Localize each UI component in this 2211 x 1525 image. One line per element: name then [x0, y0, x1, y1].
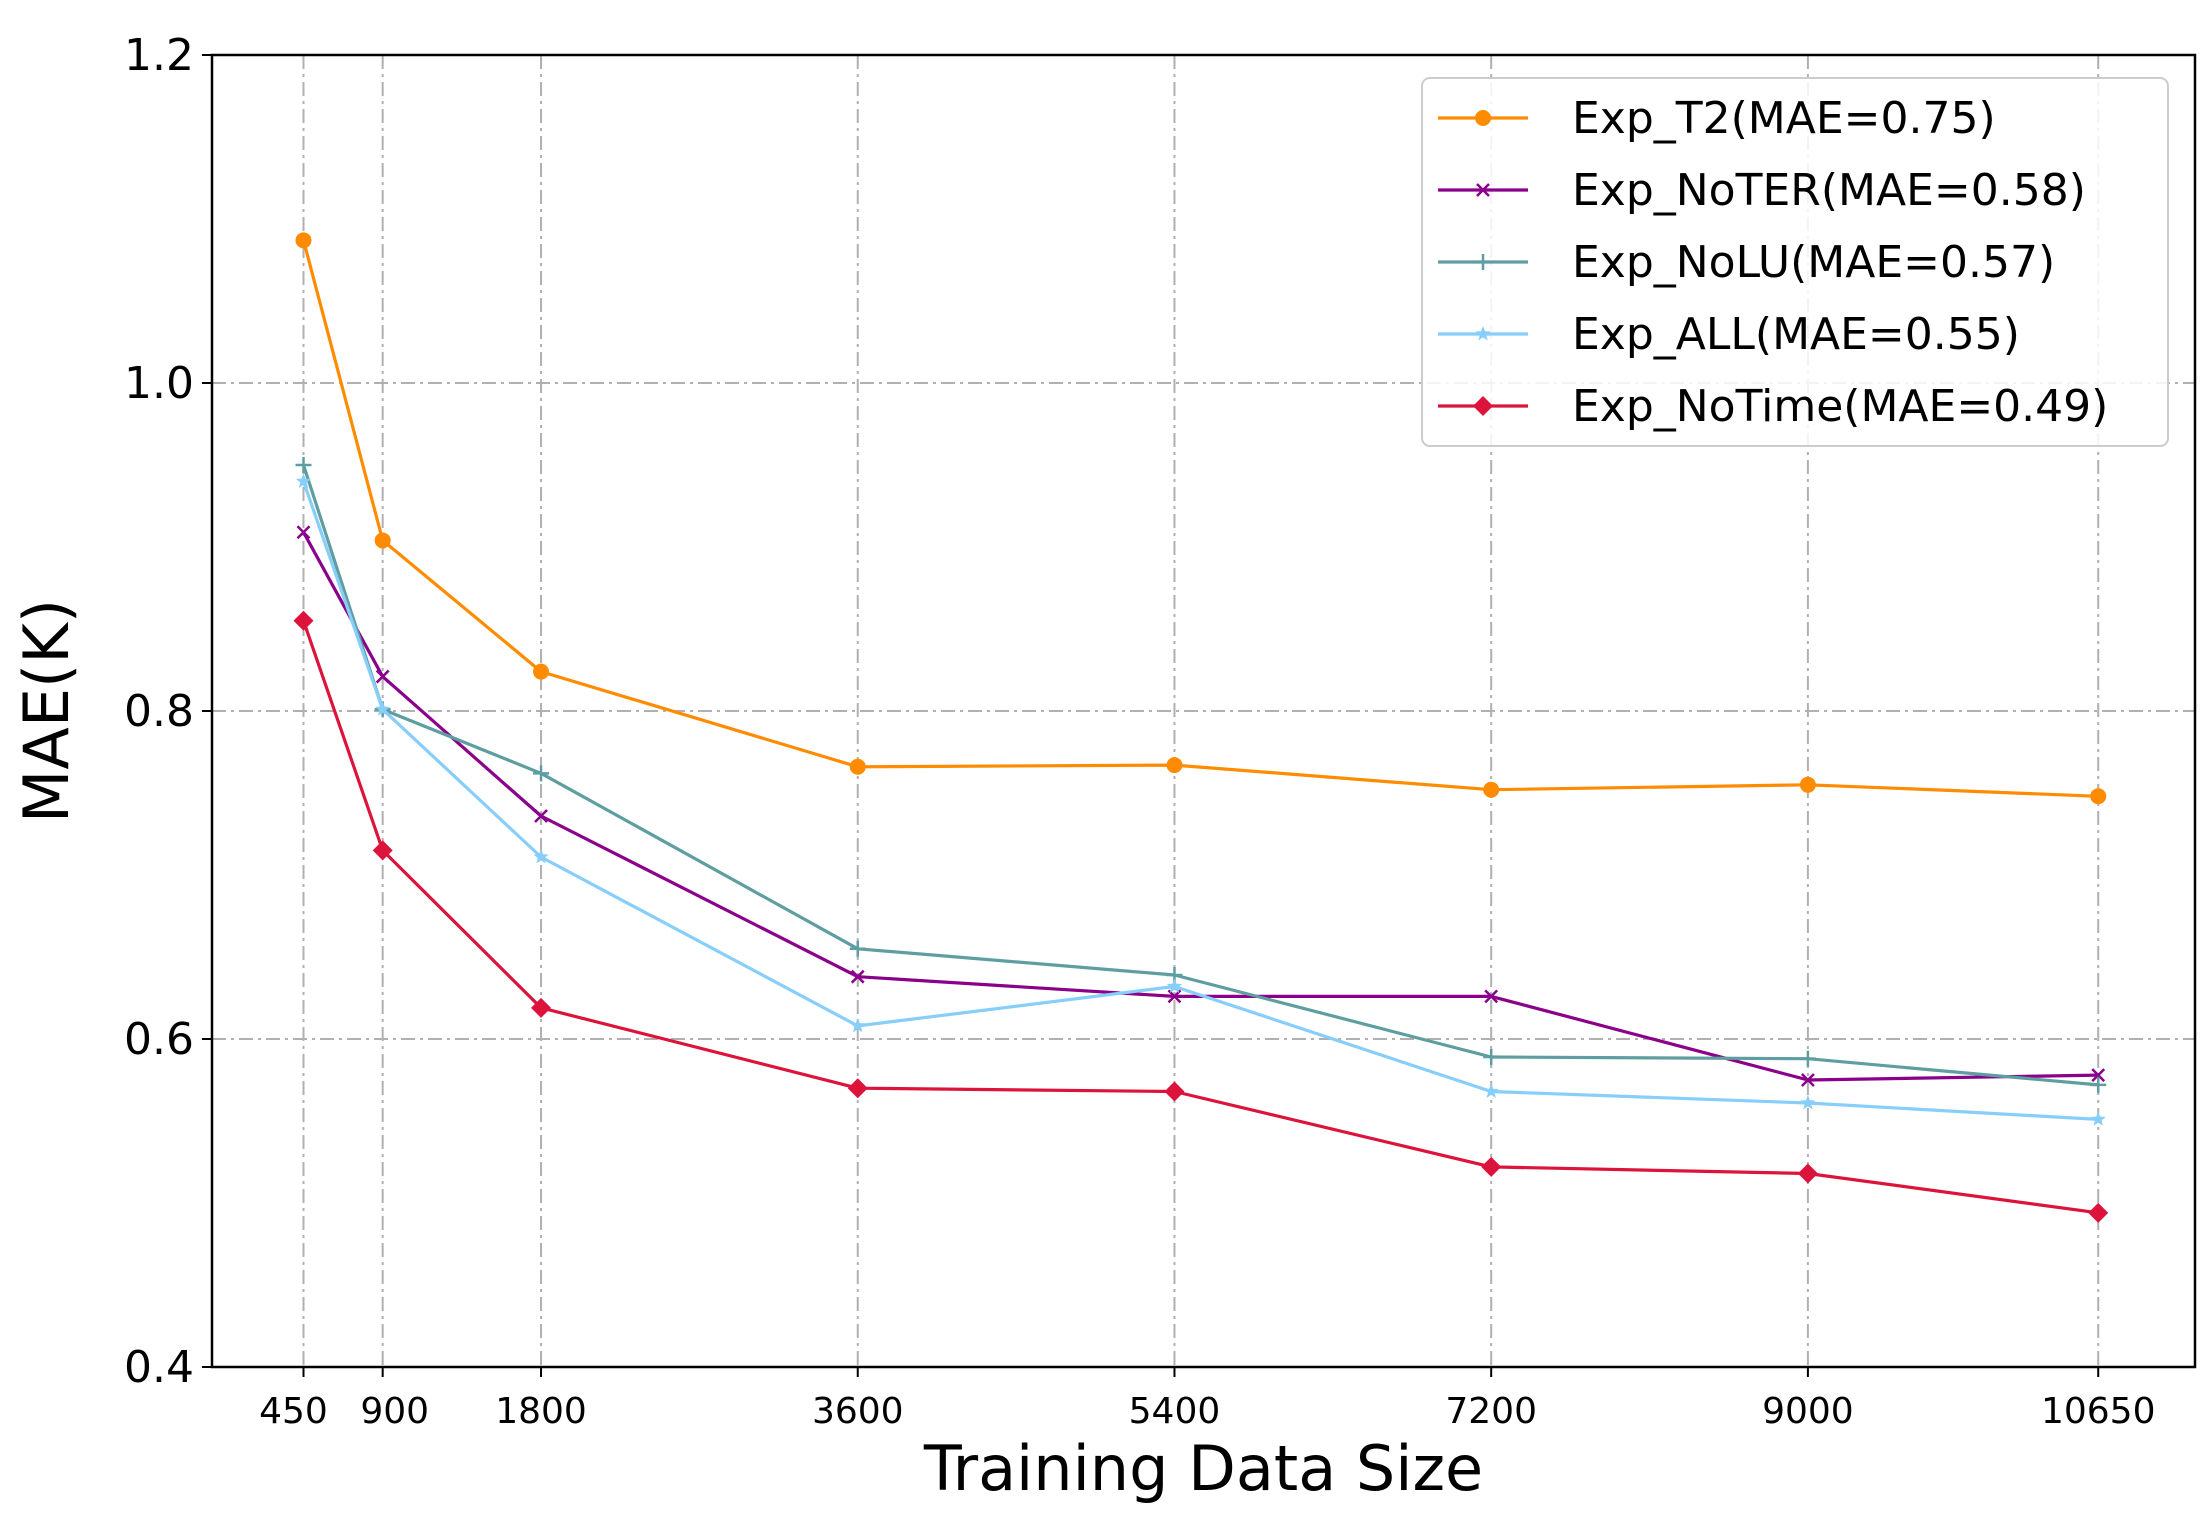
legend: Exp_T2(MAE=0.75) Exp_NoTER(MAE=0.58) Exp_N… [1421, 77, 2169, 447]
data-point [374, 532, 391, 549]
data-point [1483, 1049, 1500, 1066]
data-point [2090, 1111, 2106, 1126]
legend-box [1421, 77, 2169, 447]
series-0 [295, 232, 2107, 805]
legend-item: Exp_T2(MAE=0.75) [1438, 93, 1996, 144]
x-tick-label: 900 [360, 1391, 429, 1432]
data-point [850, 969, 865, 984]
data-point [2090, 1076, 2107, 1093]
legend-marker [1475, 254, 1491, 270]
data-point [849, 940, 866, 957]
data-point [1799, 1050, 1816, 1067]
series-line [301, 239, 2099, 798]
x-tick-label: 1800 [495, 1391, 587, 1432]
data-point [1483, 1083, 1499, 1098]
series-line [301, 464, 2099, 1087]
legend-label: Exp_NoLU(MAE=0.57) [1572, 237, 2055, 288]
data-point [372, 840, 393, 861]
data-point [375, 669, 390, 684]
x-tick-label: 9000 [1762, 1391, 1854, 1432]
data-point [295, 232, 312, 249]
data-point [1164, 1081, 1185, 1102]
data-point [1797, 1163, 1818, 1184]
data-point [296, 525, 311, 540]
y-axis-label: MAE(K) [10, 599, 83, 823]
series-1 [296, 525, 2106, 1087]
data-point [2088, 1202, 2109, 1223]
y-tick-label: 1.2 [124, 30, 194, 81]
series-line [301, 480, 2099, 1121]
legend-marker [1473, 396, 1493, 416]
y-tick-label: 1.0 [124, 358, 194, 409]
data-point [1481, 1156, 1502, 1177]
legend-marker [1475, 110, 1491, 126]
legend-marker [1475, 326, 1491, 341]
x-tick-label: 3600 [812, 1391, 904, 1432]
legend-item: Exp_NoLU(MAE=0.57) [1438, 237, 2055, 288]
data-point [1483, 781, 1500, 798]
x-tick-label: 450 [259, 1391, 328, 1432]
y-tick-label: 0.8 [124, 686, 194, 737]
x-axis-label: Training Data Size [923, 1432, 1483, 1505]
data-point [295, 473, 312, 488]
y-tick-label: 0.6 [124, 1014, 194, 1065]
y-tick-label: 0.4 [124, 1342, 194, 1393]
data-point [847, 1078, 868, 1099]
data-point [375, 701, 391, 716]
data-point [1799, 776, 1816, 793]
legend-label: Exp_ALL(MAE=0.55) [1572, 309, 2020, 360]
data-point [850, 1017, 866, 1033]
x-tick-label: 5400 [1129, 1391, 1221, 1432]
data-point [2090, 788, 2107, 805]
series-layer [293, 232, 2109, 1223]
legend-label: Exp_T2(MAE=0.75) [1572, 93, 1996, 144]
axis-ticks: 450 900 1800 3600 5400 7200 9000 10650 0.4 0.6 0.8… [124, 30, 2155, 1432]
legend-item: Exp_NoTER(MAE=0.58) [1438, 165, 2086, 216]
series-line [302, 531, 2099, 1082]
legend-label: Exp_NoTER(MAE=0.58) [1572, 165, 2086, 216]
data-point [1800, 1095, 1816, 1110]
legend-item: Exp_ALL(MAE=0.55) [1438, 309, 2020, 360]
data-point [533, 663, 550, 680]
data-point [1801, 1073, 1815, 1087]
x-tick-label: 10650 [2041, 1391, 2156, 1432]
legend-label: Exp_NoTime(MAE=0.49) [1572, 381, 2108, 432]
data-point [533, 849, 549, 864]
data-point [295, 457, 312, 473]
series-line [301, 620, 2099, 1215]
x-tick-label: 7200 [1445, 1391, 1537, 1432]
legend-marker [1476, 183, 1490, 197]
data-point [1166, 978, 1183, 993]
series-4 [293, 610, 2109, 1223]
series-3 [295, 473, 2106, 1126]
data-point [1166, 757, 1183, 774]
data-point [2091, 1068, 2106, 1082]
legend-item: Exp_NoTime(MAE=0.49) [1438, 381, 2108, 432]
data-point [534, 809, 548, 823]
data-point [1484, 989, 1499, 1004]
data-point [533, 765, 550, 782]
data-point [849, 758, 866, 775]
data-point [531, 997, 552, 1018]
data-point [293, 610, 314, 631]
